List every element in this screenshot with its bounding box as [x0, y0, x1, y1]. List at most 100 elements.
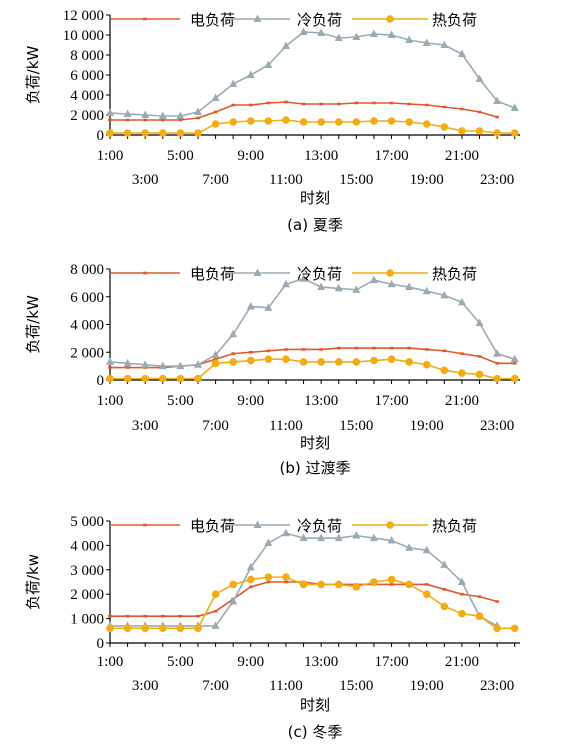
data-point [125, 366, 130, 369]
x-tick-label: 1:00 [97, 148, 124, 164]
legend-marker [386, 269, 394, 277]
legend-marker [253, 14, 262, 22]
legend-item: 热负荷 [352, 11, 477, 29]
y-tick-label: 10 000 [63, 28, 104, 44]
data-point [141, 129, 149, 137]
series-2 [106, 528, 502, 629]
data-point [352, 583, 361, 591]
data-point [460, 352, 464, 355]
legend-label: 电负荷 [190, 11, 235, 29]
data-point [352, 531, 361, 539]
data-point [160, 118, 165, 122]
data-point [281, 279, 290, 288]
data-point [352, 32, 361, 40]
x-tick-label: 21:00 [445, 393, 479, 409]
x-tick-label: 13:00 [304, 393, 338, 409]
data-point [106, 129, 114, 137]
data-point [141, 110, 150, 118]
legend-marker [143, 271, 147, 275]
data-point [369, 533, 378, 542]
legend-label: 冷负荷 [297, 11, 342, 29]
data-point [264, 355, 273, 363]
data-point [440, 602, 449, 611]
data-point [317, 118, 325, 126]
x-tick-label: 11:00 [269, 418, 303, 434]
y-tick-label: 12 000 [63, 8, 104, 24]
data-point [248, 585, 253, 589]
data-point [158, 129, 167, 137]
x-tick-label: 5:00 [167, 654, 194, 670]
data-point [282, 573, 290, 581]
data-point [370, 117, 378, 125]
data-point [141, 374, 149, 383]
y-tick-label: 3 000 [70, 563, 104, 579]
x-tick-label: 5:00 [167, 148, 194, 164]
data-point [510, 374, 519, 383]
series-line [110, 532, 498, 627]
data-point [440, 560, 449, 568]
x-tick-label: 7:00 [202, 418, 229, 434]
legend-item: 电负荷 [110, 517, 235, 535]
data-point [123, 129, 132, 137]
data-point [334, 33, 343, 41]
data-point [211, 359, 220, 368]
data-point [264, 538, 273, 546]
x-axis-label: 时刻 [300, 434, 330, 452]
x-tick-label: 17:00 [374, 654, 408, 670]
data-point [422, 286, 431, 295]
data-point [510, 103, 519, 111]
data-point [176, 111, 185, 119]
data-point [424, 348, 429, 351]
data-point [246, 70, 255, 78]
data-point [108, 118, 112, 122]
series-line [110, 576, 515, 630]
data-point [229, 329, 238, 338]
data-point [196, 614, 200, 618]
legend-item: 热负荷 [352, 265, 477, 283]
data-point [389, 583, 394, 586]
data-point [336, 346, 341, 350]
data-point [475, 318, 484, 327]
data-point [264, 573, 273, 581]
data-point [387, 536, 396, 544]
data-point [460, 592, 464, 596]
data-point [282, 116, 290, 124]
data-point [301, 348, 306, 351]
data-point [372, 101, 376, 105]
data-point [158, 111, 167, 119]
data-point [194, 374, 202, 383]
data-point [176, 361, 185, 370]
data-point [424, 583, 429, 586]
data-point [299, 118, 308, 126]
data-point [334, 533, 343, 542]
series-2 [106, 27, 519, 119]
data-point [457, 297, 466, 306]
data-point [266, 349, 271, 353]
y-tick-label: 0 [97, 373, 105, 389]
data-point [176, 624, 185, 633]
data-point [457, 577, 466, 585]
data-point [317, 580, 325, 589]
data-point [108, 614, 112, 618]
data-point [317, 28, 326, 36]
data-point [458, 369, 466, 377]
data-point [334, 580, 343, 589]
x-tick-label: 3:00 [132, 418, 159, 434]
x-tick-label: 1:00 [97, 654, 124, 670]
legend-item: 热负荷 [352, 517, 477, 535]
legend-label: 电负荷 [190, 265, 235, 283]
data-point [495, 115, 499, 119]
data-point [213, 357, 218, 361]
data-point [299, 580, 308, 589]
data-point [196, 116, 200, 120]
data-point [369, 275, 378, 284]
data-point [457, 49, 466, 57]
x-tick-label: 21:00 [445, 148, 479, 164]
data-point [106, 374, 114, 383]
data-point [246, 562, 255, 571]
x-tick-label: 15:00 [339, 172, 373, 188]
y-tick-label: 2 000 [70, 345, 104, 361]
data-point [246, 117, 255, 125]
legend-label: 热负荷 [432, 517, 477, 535]
y-tick-label: 5 000 [70, 514, 104, 530]
